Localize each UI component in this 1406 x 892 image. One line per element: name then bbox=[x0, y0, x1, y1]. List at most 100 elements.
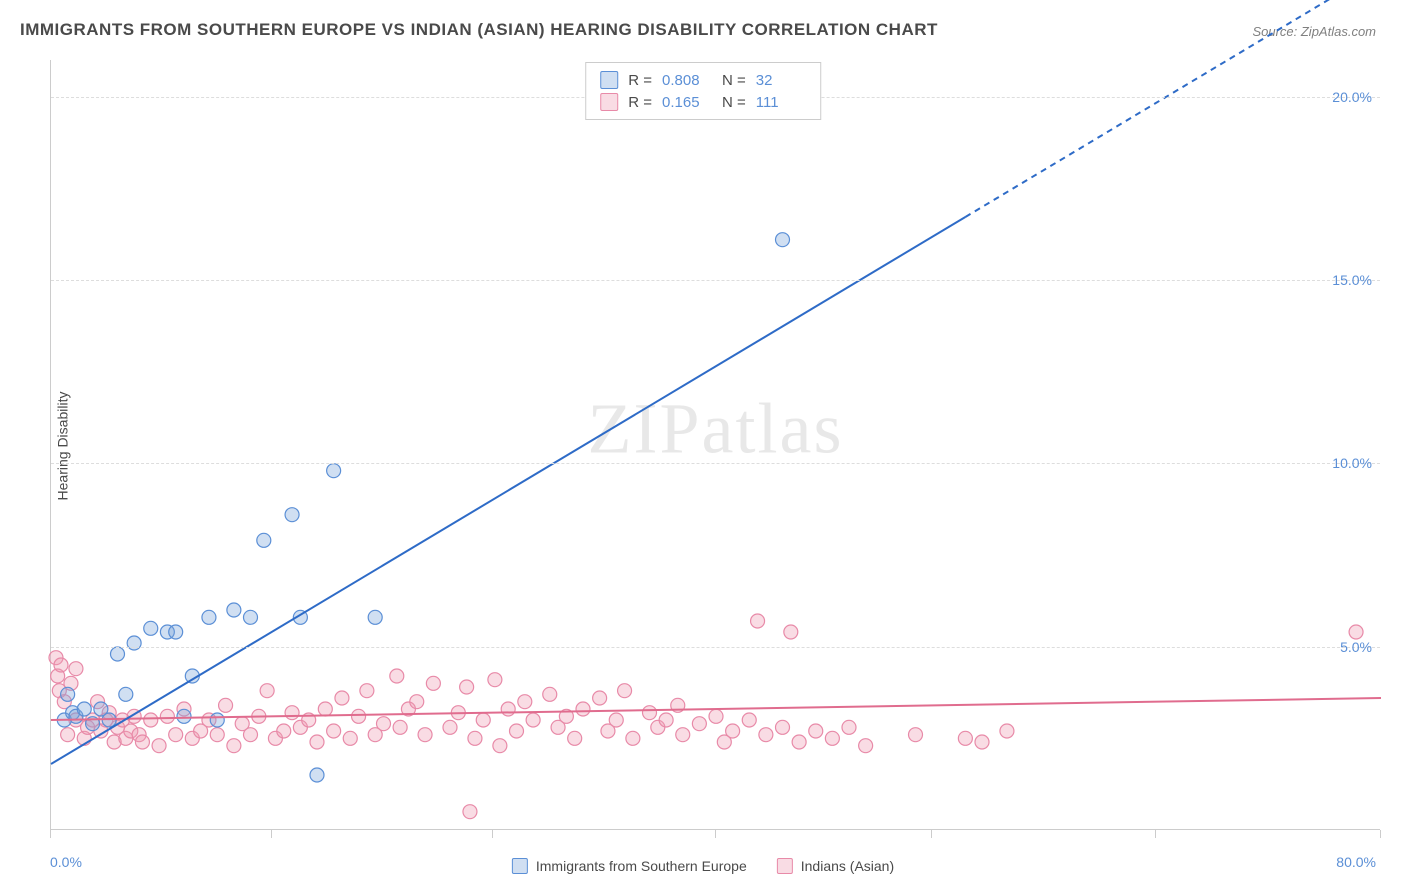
data-point bbox=[54, 658, 68, 672]
stats-r-label: R = bbox=[628, 72, 652, 89]
data-point bbox=[426, 676, 440, 690]
stats-n-label: N = bbox=[722, 94, 746, 111]
data-point bbox=[135, 735, 149, 749]
data-point bbox=[310, 735, 324, 749]
data-point bbox=[210, 728, 224, 742]
chart-title: IMMIGRANTS FROM SOUTHERN EUROPE VS INDIA… bbox=[20, 20, 938, 40]
data-point bbox=[418, 728, 432, 742]
y-tick-label: 20.0% bbox=[1332, 89, 1372, 105]
data-point bbox=[576, 702, 590, 716]
data-point bbox=[227, 603, 241, 617]
data-point bbox=[327, 724, 341, 738]
data-point bbox=[460, 680, 474, 694]
data-point bbox=[260, 684, 274, 698]
data-point bbox=[468, 731, 482, 745]
x-tick-mark bbox=[1155, 830, 1156, 838]
x-tick-mark bbox=[931, 830, 932, 838]
data-point bbox=[69, 662, 83, 676]
data-point bbox=[776, 233, 790, 247]
legend-swatch bbox=[777, 858, 793, 874]
data-point bbox=[488, 673, 502, 687]
legend-label: Indians (Asian) bbox=[801, 858, 894, 874]
data-point bbox=[210, 713, 224, 727]
data-point bbox=[244, 728, 258, 742]
x-tick-mark bbox=[492, 830, 493, 838]
data-point bbox=[742, 713, 756, 727]
data-point bbox=[510, 724, 524, 738]
data-point bbox=[160, 709, 174, 723]
data-point bbox=[144, 713, 158, 727]
data-point bbox=[593, 691, 607, 705]
data-point bbox=[352, 709, 366, 723]
data-point bbox=[568, 731, 582, 745]
gridline bbox=[51, 463, 1380, 464]
data-point bbox=[111, 647, 125, 661]
stats-row: R =0.165N =111 bbox=[600, 91, 806, 113]
y-tick-label: 5.0% bbox=[1340, 639, 1372, 655]
data-point bbox=[327, 464, 341, 478]
data-point bbox=[127, 636, 141, 650]
data-point bbox=[244, 610, 258, 624]
data-point bbox=[809, 724, 823, 738]
data-point bbox=[609, 713, 623, 727]
data-point bbox=[784, 625, 798, 639]
legend-label: Immigrants from Southern Europe bbox=[536, 858, 747, 874]
data-point bbox=[377, 717, 391, 731]
x-axis-min-label: 0.0% bbox=[50, 854, 82, 870]
data-point bbox=[842, 720, 856, 734]
stats-r-value: 0.165 bbox=[662, 94, 712, 111]
data-point bbox=[518, 695, 532, 709]
data-point bbox=[335, 691, 349, 705]
data-point bbox=[343, 731, 357, 745]
data-point bbox=[659, 713, 673, 727]
data-point bbox=[759, 728, 773, 742]
source-attribution: Source: ZipAtlas.com bbox=[1252, 24, 1376, 39]
data-point bbox=[285, 706, 299, 720]
data-point bbox=[202, 610, 216, 624]
trend-line bbox=[51, 217, 965, 764]
stats-n-value: 32 bbox=[756, 72, 806, 89]
data-point bbox=[751, 614, 765, 628]
stats-r-value: 0.808 bbox=[662, 72, 712, 89]
data-point bbox=[390, 669, 404, 683]
data-point bbox=[709, 709, 723, 723]
x-axis-max-label: 80.0% bbox=[1336, 854, 1376, 870]
x-tick-mark bbox=[715, 830, 716, 838]
data-point bbox=[285, 508, 299, 522]
data-point bbox=[119, 687, 133, 701]
data-point bbox=[77, 702, 91, 716]
data-point bbox=[859, 739, 873, 753]
data-point bbox=[144, 621, 158, 635]
data-point bbox=[825, 731, 839, 745]
data-point bbox=[493, 739, 507, 753]
gridline bbox=[51, 280, 1380, 281]
data-point bbox=[368, 610, 382, 624]
data-point bbox=[1349, 625, 1363, 639]
data-point bbox=[310, 768, 324, 782]
data-point bbox=[776, 720, 790, 734]
data-point bbox=[543, 687, 557, 701]
gridline bbox=[51, 647, 1380, 648]
data-point bbox=[726, 724, 740, 738]
chart-svg bbox=[51, 60, 1380, 829]
stats-swatch bbox=[600, 93, 618, 111]
data-point bbox=[501, 702, 515, 716]
x-tick-mark bbox=[50, 830, 51, 838]
stats-box: R =0.808N =32R =0.165N =111 bbox=[585, 62, 821, 120]
plot-area: ZIPatlas 5.0%10.0%15.0%20.0% bbox=[50, 60, 1380, 830]
y-tick-label: 10.0% bbox=[1332, 455, 1372, 471]
data-point bbox=[318, 702, 332, 716]
data-point bbox=[618, 684, 632, 698]
data-point bbox=[410, 695, 424, 709]
legend-item: Immigrants from Southern Europe bbox=[512, 858, 747, 874]
data-point bbox=[792, 735, 806, 749]
data-point bbox=[463, 805, 477, 819]
data-point bbox=[177, 709, 191, 723]
data-point bbox=[958, 731, 972, 745]
data-point bbox=[227, 739, 241, 753]
stats-n-value: 111 bbox=[756, 94, 806, 111]
stats-n-label: N = bbox=[722, 72, 746, 89]
x-tick-mark bbox=[1380, 830, 1381, 838]
data-point bbox=[1000, 724, 1014, 738]
data-point bbox=[360, 684, 374, 698]
